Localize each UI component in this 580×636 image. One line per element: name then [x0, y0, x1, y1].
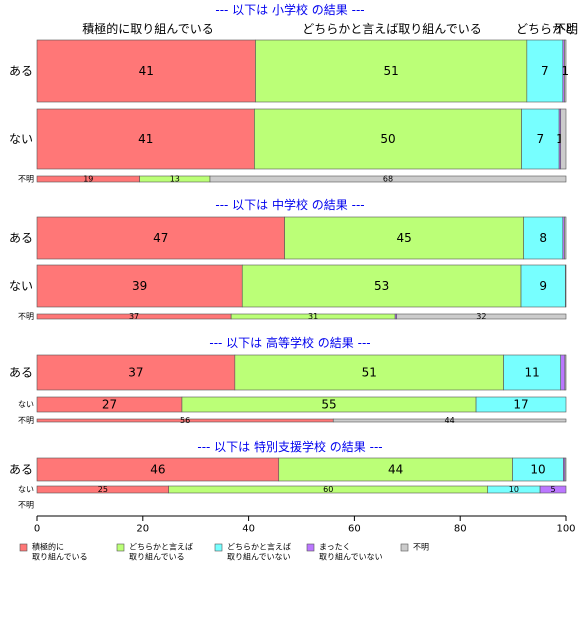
row-label: ある	[9, 366, 33, 380]
bar-segment	[560, 108, 567, 170]
data-label: 11	[525, 366, 540, 380]
column-header: どちらかと	[516, 22, 576, 36]
bar-segment	[255, 39, 528, 103]
bar-segment	[564, 216, 567, 260]
bar-segment	[284, 216, 524, 260]
bar-segment	[560, 354, 566, 391]
row-label: 不明	[18, 312, 34, 321]
data-label: 31	[308, 312, 318, 321]
legend-label: 取り組んでいる	[129, 552, 185, 562]
row-label: ない	[9, 132, 33, 146]
data-label: 44	[388, 463, 403, 477]
bar-segment	[565, 264, 567, 308]
data-label: 10	[509, 485, 519, 494]
panel-title: --- 以下は 特別支援学校 の結果 ---	[197, 439, 382, 454]
column-header: どちらかと言えば取り組んでいる	[302, 22, 481, 36]
row-label: 不明	[18, 175, 34, 184]
bar-segment	[36, 354, 236, 391]
legend-label: まったく	[319, 543, 351, 552]
x-tick-label: 80	[454, 524, 467, 535]
row-label: ない	[18, 485, 34, 494]
legend-label: 取り組んでいない	[319, 552, 383, 562]
legend-label: 積極的に	[32, 542, 64, 552]
data-label: 60	[323, 485, 333, 494]
column-header: 積極的に取り組んでいる	[82, 21, 213, 36]
legend-swatch	[19, 543, 28, 552]
x-tick-label: 40	[242, 524, 255, 535]
bar-segment	[36, 216, 285, 260]
data-label: 50	[380, 132, 395, 146]
legend-label: どちらかと言えば	[129, 542, 193, 552]
data-label: 5	[550, 485, 555, 494]
data-label: 53	[374, 279, 389, 293]
legend-label: 取り組んでいる	[32, 552, 88, 562]
legend-label: 取り組んでいない	[227, 552, 291, 562]
data-label: 45	[396, 231, 411, 245]
bar-segment	[503, 354, 562, 391]
bar-segment	[209, 175, 567, 183]
data-label: 7	[541, 64, 549, 78]
data-label: 9	[539, 279, 547, 293]
data-label: 13	[170, 175, 180, 184]
x-tick-label: 60	[348, 524, 361, 535]
data-label: 37	[129, 312, 139, 321]
bar-segment	[475, 396, 567, 413]
bar-segment	[241, 264, 522, 308]
data-label: 46	[150, 463, 165, 477]
panel-title: --- 以下は 小学校 の結果 ---	[215, 2, 364, 17]
column-header: 不明	[554, 22, 578, 36]
legend-swatch	[400, 543, 409, 552]
data-label: 56	[180, 416, 190, 425]
data-label: 1	[556, 132, 564, 146]
bar-segment	[396, 313, 567, 320]
bar-segment	[36, 108, 255, 170]
data-label: 51	[384, 64, 399, 78]
data-label: 41	[139, 64, 154, 78]
data-label: 55	[321, 398, 336, 412]
legend-swatch	[306, 543, 315, 552]
data-label: 47	[153, 231, 168, 245]
data-label: 17	[513, 398, 528, 412]
legend-label: どちらかと言えば	[227, 542, 291, 552]
data-label: 1	[561, 64, 569, 78]
bar-segment	[234, 354, 504, 391]
data-label: 8	[539, 231, 547, 245]
row-label: ない	[9, 279, 33, 293]
row-label: 不明	[18, 501, 34, 510]
legend-swatch	[214, 543, 223, 552]
bar-segment	[521, 108, 560, 170]
data-label: 39	[132, 279, 147, 293]
bar-segment	[332, 418, 567, 423]
data-label: 44	[445, 416, 455, 425]
data-label: 27	[102, 398, 117, 412]
row-label: ある	[9, 64, 33, 78]
bar-segment	[254, 108, 522, 170]
bar-segment	[523, 216, 564, 260]
row-label: ある	[9, 231, 33, 245]
bar-segment	[564, 354, 567, 391]
data-label: 25	[98, 485, 108, 494]
legend-swatch	[116, 543, 125, 552]
bar-segment	[564, 39, 567, 103]
legend-label: 不明	[413, 543, 429, 552]
data-label: 41	[138, 132, 153, 146]
row-label: 不明	[18, 416, 34, 425]
data-label: 10	[530, 463, 545, 477]
panel-title: --- 以下は 高等学校 の結果 ---	[209, 335, 370, 350]
data-label: 68	[383, 175, 393, 184]
panel-title: --- 以下は 中学校 の結果 ---	[215, 197, 364, 212]
row-label: ある	[9, 463, 33, 477]
data-label: 32	[476, 312, 486, 321]
row-label: ない	[18, 400, 34, 409]
bar-segment	[564, 457, 567, 482]
data-label: 7	[537, 132, 545, 146]
data-label: 51	[362, 366, 377, 380]
x-tick-label: 20	[136, 524, 149, 535]
bar-segment	[539, 485, 567, 494]
x-tick-label: 100	[556, 524, 575, 535]
data-label: 37	[128, 366, 143, 380]
data-label: 19	[83, 175, 93, 184]
x-tick-label: 0	[34, 524, 40, 535]
